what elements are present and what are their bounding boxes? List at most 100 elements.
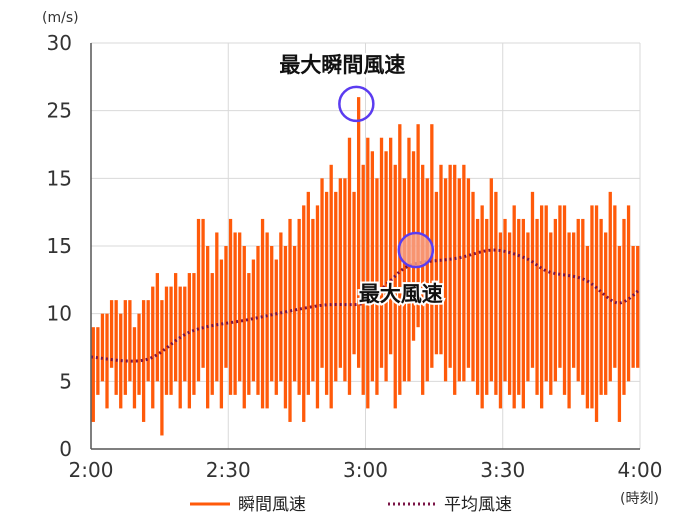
gust-bar	[617, 246, 622, 422]
gust-bar	[503, 218, 507, 382]
gust-bar	[352, 191, 356, 355]
gust-bar	[155, 273, 159, 382]
gust-bar	[535, 218, 539, 395]
gust-bar	[443, 178, 448, 382]
gust-bar	[521, 218, 525, 409]
gust-bar	[530, 191, 535, 368]
gust-bar	[334, 191, 338, 382]
gust-bar	[457, 178, 461, 382]
gust-bar	[366, 137, 370, 409]
gust-bar	[375, 178, 379, 395]
max-gust-annotation: 最大瞬間風速	[279, 53, 405, 77]
gust-bar	[425, 178, 429, 382]
gust-bar	[636, 246, 640, 368]
gust-bar	[260, 218, 265, 409]
legend-mean-label: 平均風速	[444, 495, 512, 515]
gust-bar	[558, 205, 562, 368]
gust-bar	[141, 300, 146, 422]
gust-bar	[292, 246, 297, 382]
gust-bar	[526, 232, 530, 382]
x-tick-labels: 2:00 2:30 3:00 3:30 4:00	[69, 458, 663, 482]
y-tick-label: 0	[59, 437, 72, 461]
gust-bar	[361, 164, 365, 395]
x-tick-label: 4:00	[618, 458, 663, 482]
gust-bar	[347, 137, 352, 395]
gust-bar	[622, 218, 626, 395]
gust-bar	[183, 286, 187, 382]
x-tick-label: 2:30	[206, 458, 251, 482]
gust-bar	[389, 137, 393, 355]
gust-bar	[398, 124, 402, 395]
gust-bar	[494, 191, 498, 395]
gust-bar	[233, 232, 237, 395]
gust-bar	[311, 218, 315, 382]
gust-bar	[434, 191, 439, 355]
gust-bar	[324, 191, 329, 395]
gust-bar	[265, 232, 269, 409]
y-tick-label: 10	[47, 302, 72, 326]
y-unit-label: (m/s)	[42, 10, 79, 26]
gust-bar	[466, 178, 471, 368]
gust-bar	[370, 151, 375, 382]
gust-bar	[631, 246, 635, 368]
gust-bar	[576, 218, 580, 382]
gust-bar	[480, 205, 484, 409]
x-tick-label: 3:30	[480, 458, 525, 482]
gust-bar	[498, 232, 503, 409]
gust-bar	[604, 232, 608, 395]
gust-bar	[123, 300, 127, 395]
x-tick-label: 2:00	[69, 458, 114, 482]
gust-bar	[553, 218, 558, 382]
chart-axes	[90, 43, 640, 450]
gust-bar	[114, 300, 118, 395]
gust-bar	[599, 218, 603, 395]
gust-bar	[613, 205, 617, 368]
gust-bar	[421, 164, 425, 395]
gust-bar	[242, 246, 246, 409]
gust-bar	[297, 218, 301, 395]
gust-bar	[151, 286, 155, 409]
gust-bar	[251, 259, 256, 382]
gust-bar	[187, 273, 192, 409]
gust-bar	[485, 218, 489, 395]
legend-gust-label: 瞬間風速	[238, 495, 306, 515]
gust-bar	[594, 205, 599, 422]
gust-bar	[448, 164, 452, 368]
gust-bar	[224, 246, 228, 368]
chart-legend: 瞬間風速 平均風速	[190, 495, 512, 515]
y-tick-label: 30	[47, 31, 72, 55]
gust-bar-series	[91, 97, 640, 436]
gust-bar	[356, 97, 361, 368]
gust-bar	[315, 205, 320, 409]
y-tick-labels: 0 5 10 15 15 25 30	[47, 31, 72, 461]
gust-bar	[581, 218, 585, 395]
y-tick-label: 25	[47, 99, 72, 123]
gust-bar	[416, 124, 420, 328]
gust-bar	[402, 178, 407, 382]
gust-bar	[302, 205, 306, 422]
y-tick-label: 15	[47, 234, 72, 258]
gust-bar	[128, 300, 132, 382]
gust-bar	[256, 246, 260, 395]
gust-bar	[475, 218, 480, 395]
gust-bar	[343, 178, 347, 382]
gust-bar	[196, 218, 201, 382]
gust-bar	[219, 259, 224, 409]
gust-bar	[164, 286, 169, 395]
gust-bar	[91, 327, 95, 422]
gust-bar	[215, 232, 219, 382]
gust-bar	[512, 205, 516, 409]
gust-bar	[247, 273, 251, 395]
gust-bar	[279, 232, 283, 382]
gust-bar	[274, 259, 278, 395]
gust-bar	[462, 164, 466, 382]
gust-bar	[572, 232, 576, 368]
gust-bar	[228, 218, 233, 395]
gust-bar	[137, 313, 141, 395]
gust-bar	[338, 178, 342, 368]
gust-bar	[178, 286, 182, 409]
gust-bar	[173, 273, 178, 382]
gust-bar	[169, 286, 173, 395]
y-tick-label: 5	[59, 369, 72, 393]
